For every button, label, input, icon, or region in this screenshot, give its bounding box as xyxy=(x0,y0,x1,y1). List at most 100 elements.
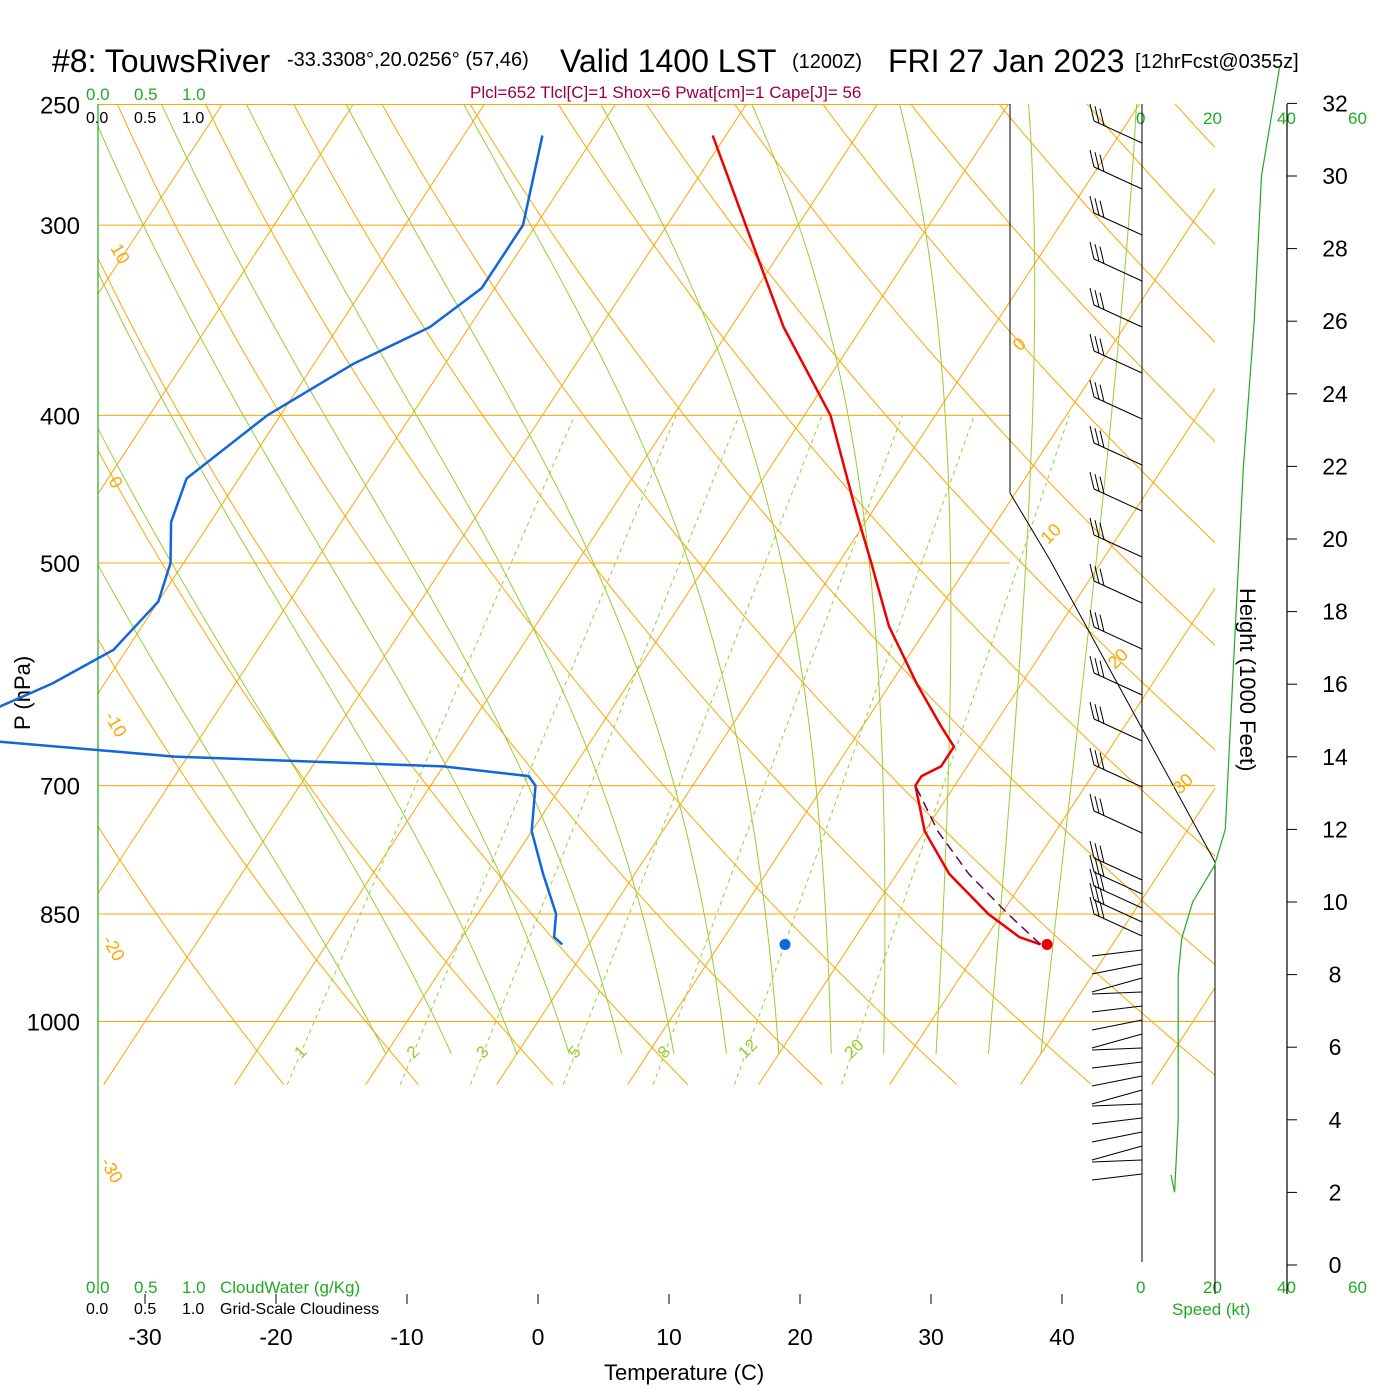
temperature-tick-label: 20 xyxy=(787,1324,813,1350)
wind-barb xyxy=(1091,1061,1143,1069)
wind-barb-flag xyxy=(1089,563,1095,582)
mixing-ratio-label: 3 xyxy=(473,1042,493,1062)
wind-barb-flag xyxy=(1094,899,1100,917)
cloudiness-tick-bottom: 0.5 xyxy=(134,1301,156,1318)
height-tick-label: 32 xyxy=(1322,90,1348,116)
height-tick-label: 14 xyxy=(1322,744,1348,770)
moist-adiabat xyxy=(899,104,952,1054)
height-tick-label: 18 xyxy=(1322,599,1348,625)
wind-barb xyxy=(1091,1145,1143,1161)
station-title: #8: TouwsRiver xyxy=(52,43,271,79)
dry-adiabat xyxy=(293,104,1092,1085)
dry-adiabat xyxy=(910,104,1215,443)
wind-barb xyxy=(1091,1131,1143,1143)
dry-adiabat xyxy=(381,104,1215,1076)
cloudwater-tick-top: 1.0 xyxy=(182,85,206,104)
mixing-ratio-line xyxy=(399,415,677,1085)
speed-tick-top: 0 xyxy=(1136,109,1145,128)
wind-barb-flag xyxy=(1094,843,1100,861)
wind-barb-flag xyxy=(1094,336,1100,354)
wind-barb-flag xyxy=(1094,520,1100,538)
isotherm-line xyxy=(365,104,1010,1085)
wind-barb-flag xyxy=(1089,882,1095,901)
wind-barb xyxy=(1093,871,1143,895)
wind-barb-flag xyxy=(1099,200,1105,218)
wind-barb-flag xyxy=(1089,517,1095,536)
mixing-ratio-label: 20 xyxy=(841,1035,868,1062)
isotherm-label: 10 xyxy=(107,240,134,267)
wind-barb-flag xyxy=(1099,859,1105,877)
wind-barb xyxy=(1093,672,1143,696)
temperature-surface-point xyxy=(1041,938,1053,950)
wind-barb-flag xyxy=(1094,566,1100,584)
mixing-ratio-line xyxy=(562,415,823,1085)
isotherm-line xyxy=(98,104,355,495)
wind-barb-flag xyxy=(1099,246,1105,264)
speed-tick-top: 20 xyxy=(1203,109,1222,128)
isotherm-label: 0 xyxy=(105,473,127,492)
speed-tick-top: 60 xyxy=(1348,109,1367,128)
cloudwater-scale-top: 0.0 0.5 1.0 0.0 0.5 1.0 xyxy=(86,85,206,127)
mixing-ratio-label: 1 xyxy=(291,1042,311,1062)
wind-barb xyxy=(1091,1047,1143,1051)
height-tick-label: 30 xyxy=(1322,163,1348,189)
cloudwater-tick-bottom: 1.0 xyxy=(182,1278,206,1297)
speed-tick-bottom: 20 xyxy=(1203,1278,1222,1297)
wind-barb-flag xyxy=(1089,793,1095,812)
speed-tick-bottom: 60 xyxy=(1348,1278,1367,1297)
wind-barb xyxy=(1091,977,1143,993)
moist-adiabat xyxy=(98,125,570,1054)
cloudiness-tick-bottom: 0.0 xyxy=(86,1301,108,1318)
wind-speed-profile xyxy=(1170,67,1281,1193)
wind-barb xyxy=(1093,810,1143,834)
height-boundary xyxy=(1009,492,1216,1294)
isotherms xyxy=(98,104,1215,1085)
dry-adiabat xyxy=(1325,78,1400,1085)
wind-barbs xyxy=(1089,103,1143,1181)
sounding-profiles xyxy=(0,135,1053,950)
moist-adiabat xyxy=(98,271,518,1054)
moist-adiabat xyxy=(245,104,675,1054)
cloudwater-tick-bottom: 0.5 xyxy=(134,1278,158,1297)
dry-adiabat xyxy=(645,104,1215,751)
speed-tick-bottom: 0 xyxy=(1136,1278,1145,1297)
isotherm-line xyxy=(234,104,879,1085)
temperature-tick-label: 30 xyxy=(918,1324,944,1350)
wind-barb-flag xyxy=(1099,798,1105,816)
dewpoint-surface-point xyxy=(779,938,791,950)
dry-adiabat xyxy=(557,104,1215,857)
height-tick-label: 6 xyxy=(1329,1034,1342,1060)
isotherm-line xyxy=(98,104,617,895)
mixing-ratio-label: 12 xyxy=(734,1035,761,1062)
mixing-ratio-label: 8 xyxy=(654,1042,674,1062)
wind-barb-flag xyxy=(1099,568,1105,586)
wind-barb xyxy=(1093,120,1143,144)
dry-adiabat xyxy=(821,104,1215,544)
moist-adiabat xyxy=(600,104,832,1054)
mixing-ratio-line xyxy=(470,415,740,1085)
wind-barb xyxy=(1093,534,1143,558)
wind-barb xyxy=(1093,764,1143,788)
temperature-tick-label: -30 xyxy=(128,1324,161,1350)
moist-adiabat xyxy=(987,104,1036,1054)
isotherm-line xyxy=(98,104,224,295)
wind-barb xyxy=(1091,1103,1143,1107)
dry-adiabat xyxy=(1238,78,1400,1085)
wind-barb xyxy=(1093,913,1143,937)
wind-barb-flag xyxy=(1094,244,1100,262)
wind-barb xyxy=(1091,1089,1143,1105)
mixing-ratio-label: 2 xyxy=(403,1042,423,1062)
x-axis-title: Temperature (C) xyxy=(604,1360,764,1385)
moist-adiabats xyxy=(98,104,1138,1055)
wind-barb-flag xyxy=(1089,103,1095,122)
parcel-profile xyxy=(914,785,1042,945)
wind-barb-flag xyxy=(1099,108,1105,126)
wind-barb-flag xyxy=(1094,382,1100,400)
dry-adiabat xyxy=(98,257,689,1085)
wind-barb-flag xyxy=(1094,428,1100,446)
wind-barb-flag xyxy=(1089,425,1095,444)
wind-barb-flag xyxy=(1099,887,1105,905)
pressure-tick-label: 400 xyxy=(40,403,80,430)
wind-barb xyxy=(1091,1117,1143,1125)
